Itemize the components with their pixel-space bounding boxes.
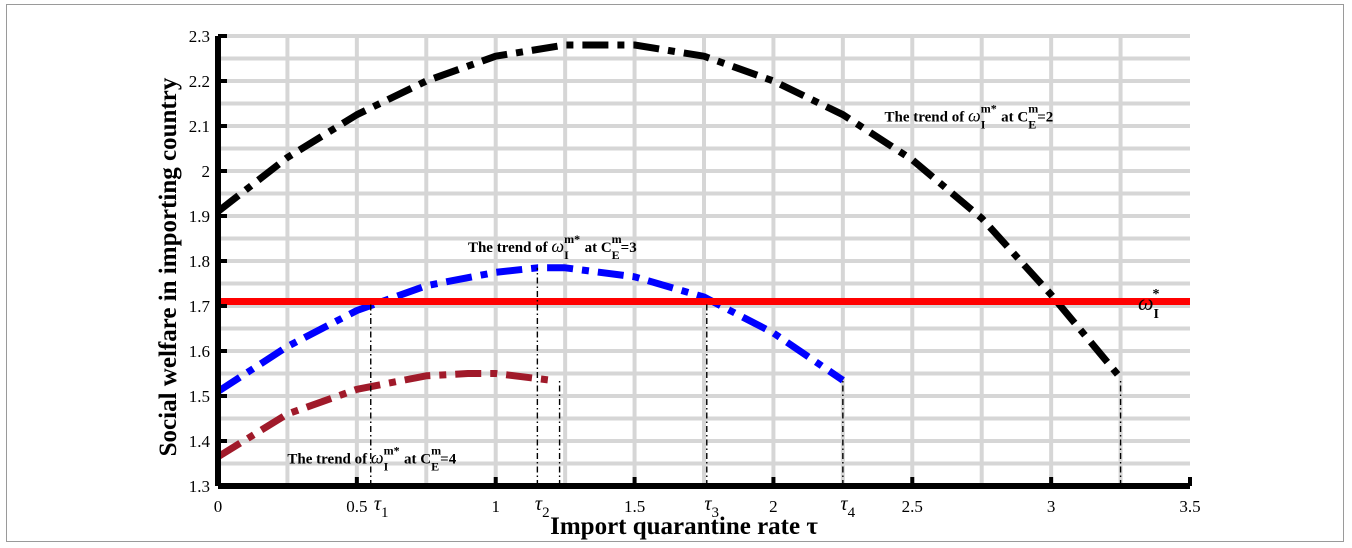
x-tick-label: 0.5 (346, 497, 367, 516)
x-tick-label: 2 (769, 497, 778, 516)
series-line-2 (216, 370, 552, 460)
x-axis-label: Import quarantine rate τ (550, 513, 818, 540)
y-tick-label: 1.5 (189, 387, 210, 406)
x-tick-label: 2.5 (902, 497, 923, 516)
y-axis-label: Social welfare in importing country (155, 77, 182, 456)
y-tick-label: 2.3 (189, 27, 210, 46)
series-line-0 (215, 41, 1124, 381)
omega-star-label: ω* I (1138, 287, 1160, 322)
chart-frame (6, 4, 1344, 542)
tau-label: τ4 (840, 493, 855, 521)
y-tick-label: 2.2 (189, 72, 210, 91)
x-tick-label: 3 (1047, 497, 1056, 516)
axes: 0 0.5 1 1.5 2 2.5 3 3.5 1.3 1.4 1.5 1.6 1.7 1.8 1.9 2 2.… (189, 27, 1201, 516)
y-tick-label: 2.1 (189, 117, 210, 136)
tau-label: τ2 (535, 493, 550, 521)
y-tick-label: 1.8 (189, 252, 210, 271)
x-tick-label: 3.5 (1179, 497, 1200, 516)
grid (218, 34, 1190, 486)
y-tick-label: 1.7 (189, 297, 211, 316)
tau-label: τ1 (374, 493, 389, 521)
annotation-c4: The trend of ωm* I at Cm E=4 (287, 444, 456, 474)
x-tick-label: 1 (491, 497, 500, 516)
y-tick-label: 1.9 (189, 207, 210, 226)
y-tick-label: 1.4 (189, 432, 211, 451)
y-tick-label: 2 (202, 162, 211, 181)
x-tick-label: 0 (214, 497, 223, 516)
annotation-c2: The trend of ωm* I at Cm E=2 (885, 102, 1054, 132)
reference-lines (370, 267, 1122, 486)
y-tick-label: 1.6 (189, 342, 210, 361)
annotation-c3: The trend of ωm* I at Cm E=3 (468, 232, 637, 262)
x-tick-label: 1.5 (624, 497, 645, 516)
y-tick-label: 1.3 (189, 477, 210, 496)
